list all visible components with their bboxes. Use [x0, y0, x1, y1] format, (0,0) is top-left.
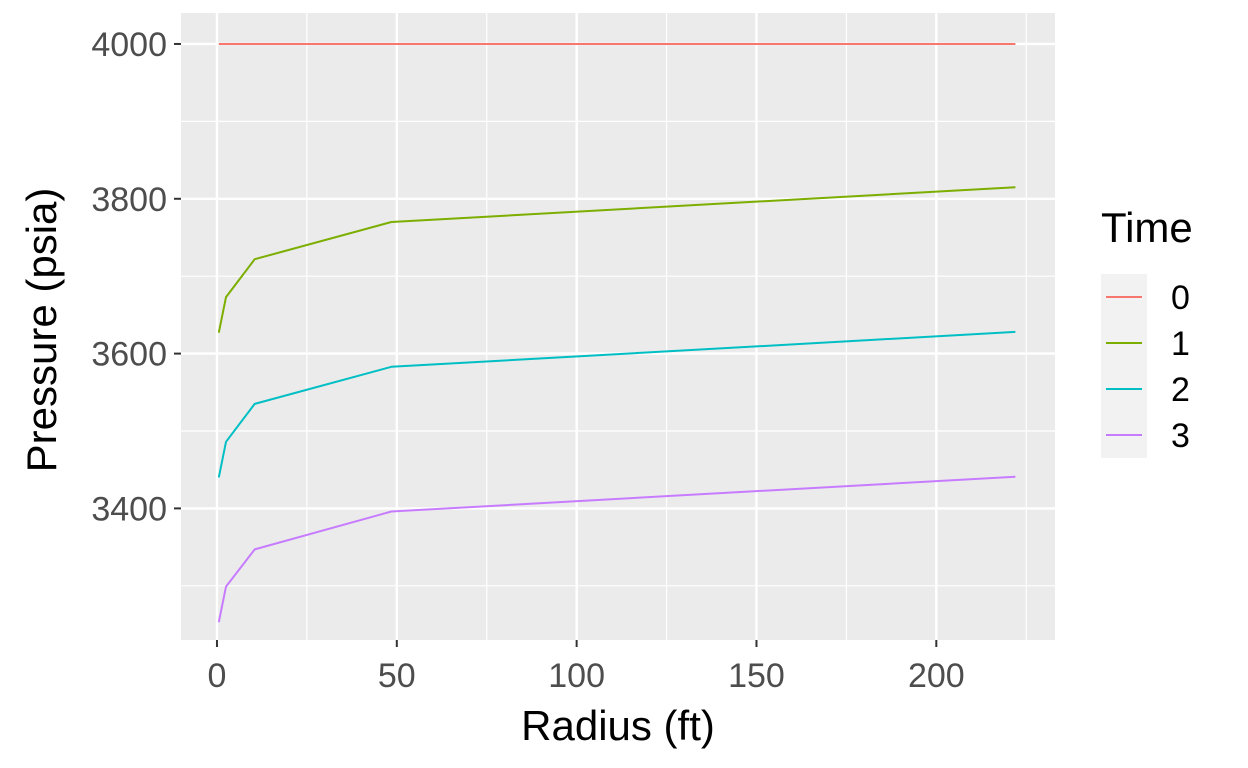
series-line-time-2 — [217, 330, 1016, 478]
plot-panel — [181, 13, 1055, 640]
y-tick-label: 3600 — [91, 336, 167, 374]
x-tick-label: 0 — [208, 657, 227, 695]
legend-label: 2 — [1171, 371, 1190, 409]
x-tick-label: 150 — [728, 657, 785, 695]
series-line-time-1 — [217, 186, 1016, 333]
x-tick-label: 50 — [378, 657, 416, 695]
x-axis-title: Radius (ft) — [521, 702, 715, 749]
y-axis-ticks: 3400 3600 3800 4000 — [91, 26, 181, 528]
minor-gridlines — [181, 13, 1055, 640]
x-tick-label: 200 — [908, 657, 965, 695]
legend-label: 3 — [1171, 417, 1190, 455]
legend-title: Time — [1101, 204, 1193, 251]
legend: Time 0 1 2 3 — [1101, 204, 1193, 458]
y-tick-label: 4000 — [91, 26, 167, 64]
series-lines — [217, 43, 1016, 623]
x-tick-label: 100 — [548, 657, 605, 695]
series-line-time-3 — [217, 475, 1016, 623]
y-axis-title: Pressure (psia) — [18, 188, 65, 473]
y-tick-label: 3800 — [91, 181, 167, 219]
y-tick-label: 3400 — [91, 490, 167, 528]
legend-label: 0 — [1171, 279, 1190, 317]
legend-label: 1 — [1171, 325, 1190, 363]
x-axis-ticks: 0 50 100 150 200 — [208, 640, 965, 695]
